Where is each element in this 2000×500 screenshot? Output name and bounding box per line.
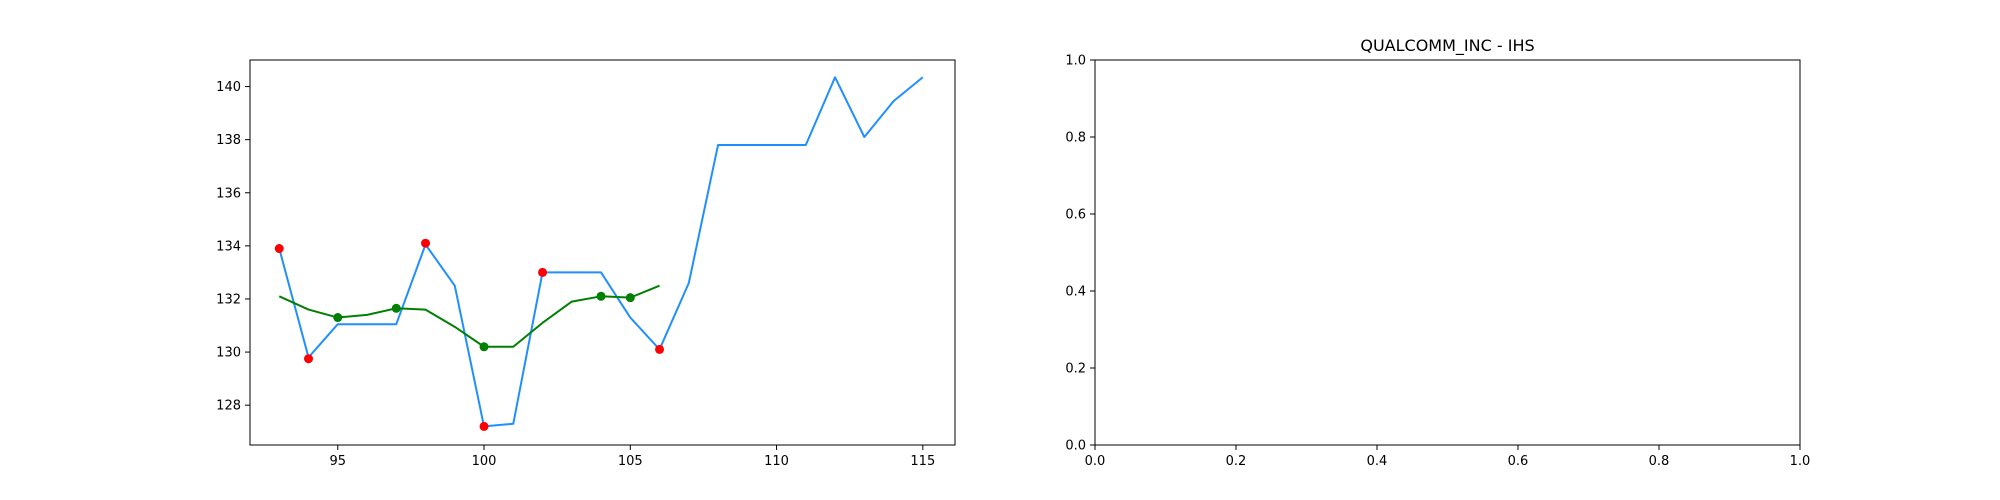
y-tick-label: 134: [216, 239, 241, 254]
price-line: [278, 76, 924, 428]
x-tick-label: 115: [910, 454, 935, 469]
y-tick-label: 128: [216, 399, 241, 414]
extrema-point: [479, 421, 489, 431]
extrema-point: [421, 238, 431, 248]
y-tick-label: 0.0: [1065, 439, 1086, 454]
y-tick-label: 130: [216, 346, 241, 361]
x-tick-label: 95: [329, 454, 346, 469]
chart-title: QUALCOMM_INC - IHS: [1360, 36, 1534, 56]
y-tick-label: 136: [216, 186, 241, 201]
smoothed-point: [333, 313, 343, 323]
smoothed-line: [278, 284, 660, 348]
x-tick-label: 0.2: [1226, 454, 1247, 469]
y-tick-label: 0.4: [1065, 285, 1086, 300]
x-tick-label: 110: [764, 454, 789, 469]
x-tick-label: 100: [472, 454, 497, 469]
extrema-point: [274, 244, 284, 254]
extrema-point: [538, 267, 548, 277]
y-tick-label: 140: [216, 80, 241, 95]
y-tick-label: 132: [216, 292, 241, 307]
x-tick-label: 0.0: [1085, 454, 1106, 469]
x-tick-label: 0.8: [1649, 454, 1670, 469]
extrema-point: [304, 354, 314, 364]
left-chart-axes: 95 100 105 110 115 128 130 132 134 136 138 140: [216, 59, 956, 469]
smoothed-point: [391, 303, 401, 313]
y-tick-label: 138: [216, 133, 241, 148]
right-chart-axes: 0.0 0.2 0.4 0.6 0.8 1.0 0.0 0.2 0.4 0.6 0.8 1.0 QUAL…: [1065, 36, 1810, 469]
y-tick-label: 0.2: [1065, 362, 1086, 377]
smoothed-point: [479, 342, 489, 352]
y-tick-label: 1.0: [1065, 54, 1086, 69]
x-tick-label: 0.6: [1508, 454, 1529, 469]
y-tick-label: 0.8: [1065, 131, 1086, 146]
smoothed-point: [625, 293, 635, 303]
x-tick-label: 105: [618, 454, 643, 469]
y-tick-label: 0.6: [1065, 208, 1086, 223]
plot-frame: [1094, 59, 1801, 446]
extrema-point: [655, 344, 665, 354]
plot-frame: [249, 59, 956, 446]
x-tick-label: 0.4: [1367, 454, 1388, 469]
x-tick-label: 1.0: [1790, 454, 1811, 469]
smoothed-point: [596, 291, 606, 301]
